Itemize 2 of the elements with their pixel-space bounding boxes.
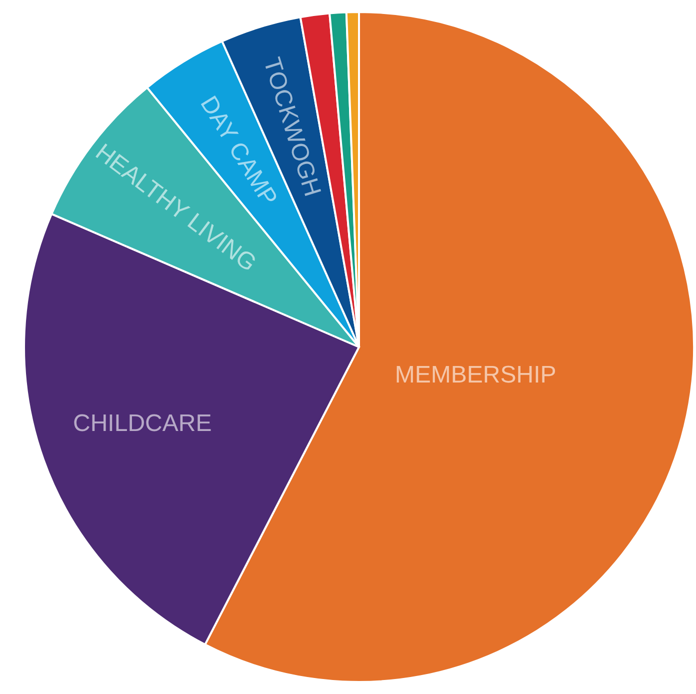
slice-label: CHILDCARE	[73, 410, 212, 438]
slice-label: MEMBERSHIP	[394, 361, 556, 388]
